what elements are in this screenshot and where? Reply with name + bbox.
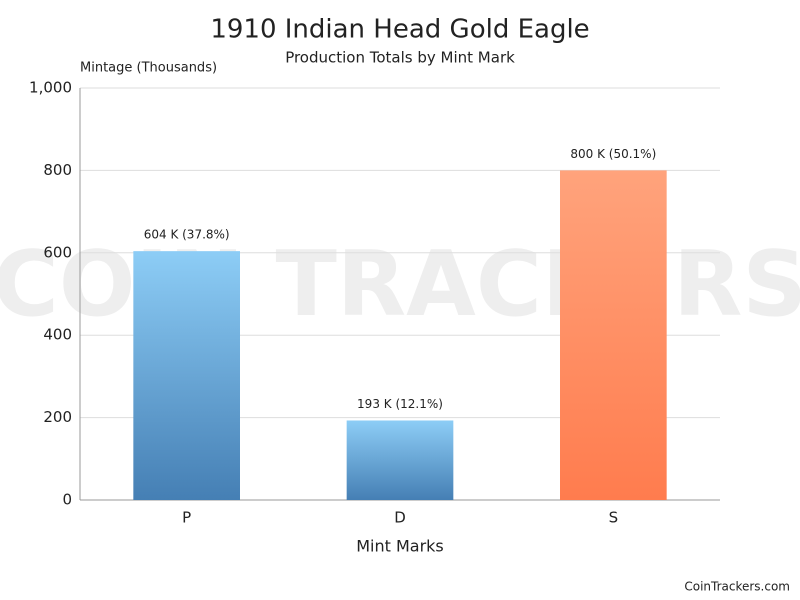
x-tick-label: D bbox=[394, 509, 406, 527]
y-tick-label: 1,000 bbox=[29, 79, 72, 97]
y-tick-label: 600 bbox=[43, 243, 72, 261]
bar bbox=[560, 170, 667, 500]
y-axis-label: Mintage (Thousands) bbox=[80, 61, 217, 76]
x-tick-label: S bbox=[609, 509, 619, 527]
data-label: 604 K (37.8%) bbox=[144, 228, 230, 242]
y-tick-label: 0 bbox=[62, 491, 72, 509]
x-axis-label: Mint Marks bbox=[356, 537, 444, 556]
bar bbox=[347, 420, 454, 500]
x-tick-label: P bbox=[182, 509, 191, 527]
y-tick-label: 200 bbox=[43, 408, 72, 426]
chart-subtitle: Production Totals by Mint Mark bbox=[285, 49, 515, 67]
watermark: COIN TRACKERS bbox=[0, 232, 800, 337]
bar bbox=[133, 251, 240, 500]
y-tick-label: 800 bbox=[43, 161, 72, 179]
credit: CoinTrackers.com bbox=[684, 580, 790, 594]
data-label: 800 K (50.1%) bbox=[570, 147, 656, 161]
data-label: 193 K (12.1%) bbox=[357, 397, 443, 411]
y-tick-label: 400 bbox=[43, 326, 72, 344]
chart-title: 1910 Indian Head Gold Eagle bbox=[210, 15, 589, 45]
